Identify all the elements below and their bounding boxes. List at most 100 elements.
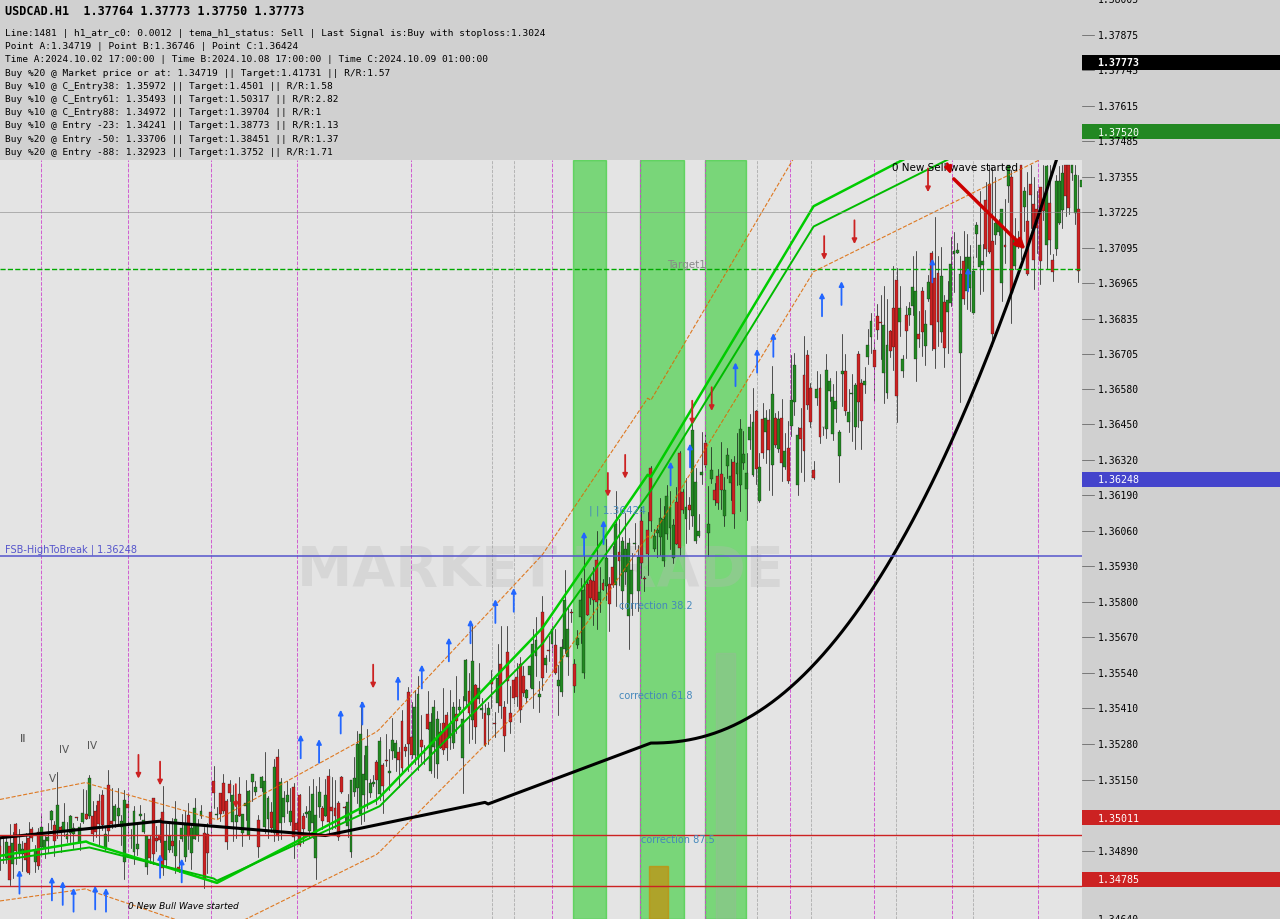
Bar [886, 346, 888, 393]
Bar [174, 819, 177, 856]
Bar [995, 223, 997, 235]
Bar [824, 370, 828, 429]
Bar [366, 746, 369, 780]
Bar [110, 821, 113, 824]
Bar [12, 844, 14, 865]
Bar [672, 526, 675, 559]
Bar [104, 834, 106, 849]
Bar [384, 760, 388, 762]
Bar [771, 394, 773, 465]
Bar [219, 793, 221, 814]
Bar [448, 726, 452, 738]
Text: 1.37485: 1.37485 [1097, 137, 1139, 147]
Bar [283, 799, 285, 817]
Bar [480, 709, 484, 710]
Text: 1.35800: 1.35800 [1097, 597, 1139, 607]
Bar [963, 262, 965, 300]
Bar [764, 418, 767, 432]
Bar [518, 664, 521, 710]
Bar [1082, 811, 1280, 825]
Bar [362, 774, 365, 795]
Bar [630, 570, 634, 594]
Bar [649, 866, 668, 919]
Bar [554, 645, 557, 673]
Text: Time A:2024.10.02 17:00:00 | Time B:2024.10.08 17:00:00 | Time C:2024.10.09 01:0: Time A:2024.10.02 17:00:00 | Time B:2024… [5, 55, 489, 64]
Bar [484, 713, 486, 745]
Text: 1.37773: 1.37773 [1097, 59, 1139, 68]
Bar [88, 777, 91, 816]
Bar [403, 747, 407, 752]
Bar [95, 811, 97, 832]
Bar [653, 537, 655, 549]
Bar [328, 776, 330, 822]
Bar [155, 838, 157, 841]
Bar [347, 802, 349, 826]
Bar [416, 695, 420, 759]
Bar [317, 792, 320, 807]
Bar [1082, 125, 1280, 140]
Bar [378, 741, 381, 794]
Bar [1016, 241, 1019, 248]
Bar [867, 346, 869, 357]
Bar [837, 433, 841, 457]
Bar [467, 691, 471, 713]
Bar [1048, 204, 1051, 240]
Bar [101, 795, 104, 825]
Bar [72, 828, 74, 834]
Bar [525, 690, 527, 698]
Bar [360, 733, 362, 814]
Bar [611, 567, 614, 585]
Bar [582, 590, 585, 674]
Text: 1.36835: 1.36835 [1097, 314, 1139, 324]
Bar [1057, 181, 1061, 224]
Bar [573, 161, 605, 919]
Bar [0, 845, 1, 856]
Bar [5, 843, 8, 858]
Bar [91, 816, 93, 834]
Bar [685, 508, 687, 519]
Bar [573, 664, 576, 686]
Bar [232, 795, 234, 823]
Text: 1.34785: 1.34785 [1097, 874, 1139, 884]
Bar [892, 308, 895, 348]
Bar [120, 821, 123, 827]
Bar [1080, 181, 1083, 188]
Text: Target1: Target1 [667, 260, 707, 270]
Text: Line:1481 | h1_atr_c0: 0.0012 | tema_h1_status: Sell | Last Signal is:Buy with s: Line:1481 | h1_atr_c0: 0.0012 | tema_h1_… [5, 28, 545, 38]
Bar [762, 420, 764, 454]
Text: Buy %10 @ Entry -23: 1.34241 || Target:1.38773 || R/R:1.13: Buy %10 @ Entry -23: 1.34241 || Target:1… [5, 121, 339, 130]
Bar [604, 558, 608, 586]
Bar [429, 722, 433, 771]
Bar [790, 401, 792, 426]
Bar [726, 456, 728, 467]
Bar [844, 372, 847, 412]
Bar [311, 794, 314, 823]
Bar [908, 309, 911, 315]
Bar [982, 261, 984, 267]
Bar [694, 482, 698, 541]
Bar [640, 161, 684, 919]
Text: 1.36705: 1.36705 [1097, 350, 1139, 360]
Bar [276, 757, 279, 836]
Text: 1.37615: 1.37615 [1097, 101, 1139, 111]
Bar [260, 777, 264, 788]
Text: 1.37875: 1.37875 [1097, 30, 1139, 40]
Bar [627, 544, 630, 617]
Bar [63, 822, 65, 831]
Bar [493, 723, 495, 724]
Bar [1055, 182, 1057, 250]
Bar [1074, 176, 1076, 214]
Text: 1.37355: 1.37355 [1097, 173, 1139, 183]
Bar [687, 505, 691, 510]
Bar [506, 652, 508, 681]
Bar [266, 798, 270, 819]
Bar [854, 386, 856, 427]
Bar [31, 829, 33, 838]
Text: Buy %10 @ C_Entry61: 1.35493 || Target:1.50317 || R/R:2.82: Buy %10 @ C_Entry61: 1.35493 || Target:1… [5, 95, 339, 104]
Bar [972, 272, 974, 313]
Bar [296, 823, 298, 830]
Bar [522, 676, 525, 693]
Bar [1010, 178, 1012, 294]
Bar [576, 638, 579, 645]
Bar [803, 376, 805, 451]
